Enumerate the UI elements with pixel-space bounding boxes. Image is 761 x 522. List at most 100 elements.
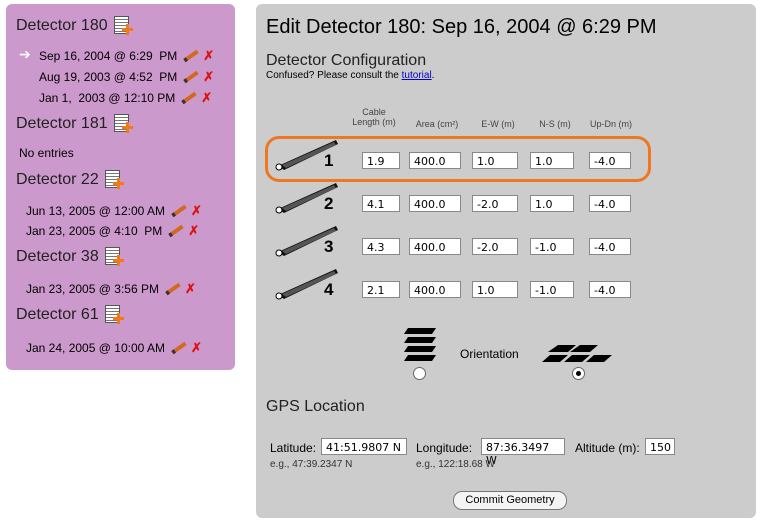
entry-time[interactable]: 12:10 PM [123,91,176,105]
help-prefix: Confused? Please consult the [266,70,402,81]
detector-61-heading: Detector 61 [16,305,124,325]
detector-paddle-icon [275,226,338,257]
altitude-label: Altitude (m): [575,441,640,455]
detector-paddle-icon [275,183,338,214]
gps-heading: GPS Location [266,398,365,415]
new-entry-icon[interactable] [113,16,133,36]
new-entry-icon[interactable] [104,247,124,267]
entry-time[interactable]: 6:29 PM [129,49,178,63]
detector-sidebar: Detector 180 ➔ Sep 16, 2004 @ 6:29 PM ✗ … [6,4,235,370]
detector-22-heading: Detector 22 [16,170,124,190]
latitude-label: Latitude: [270,441,317,455]
current-arrow-icon: ➔ [19,46,31,62]
entry-row: Aug 19, 2003 @ 4:52 PM ✗ [39,69,215,84]
detector-name: Detector 180 [16,17,108,34]
delete-x-icon[interactable]: ✗ [203,69,215,84]
delete-x-icon[interactable]: ✗ [190,203,202,218]
detector-paddle-icon [275,140,338,171]
entry-time[interactable]: 4:10 PM [114,224,163,238]
tutorial-link[interactable]: tutorial [401,70,432,81]
row-1-ew-input[interactable]: 1.0 [472,152,518,169]
orientation-flat-radio[interactable] [572,367,585,380]
edit-pencil-icon[interactable] [179,91,195,105]
entry-row: Jan 23, 2005 @ 4:10 PM ✗ [26,223,200,238]
edit-pencil-icon[interactable] [181,70,197,84]
entry-time[interactable]: 4:52 PM [129,70,178,84]
row-2-ns-input[interactable]: 1.0 [530,195,574,212]
col-cable-line2: Length (m) [352,117,396,127]
edit-pencil-icon[interactable] [163,282,179,296]
help-text: Confused? Please consult the tutorial. [266,70,434,81]
latitude-input[interactable]: 41:51.9807 N [321,438,407,455]
row-2-updn-input[interactable]: -4.0 [589,195,631,212]
page-title: Edit Detector 180: Sep 16, 2004 @ 6:29 P… [266,16,657,38]
row-3-cable-input[interactable]: 4.3 [362,238,400,255]
delete-x-icon[interactable]: ✗ [190,340,202,355]
delete-x-icon[interactable]: ✗ [188,223,200,238]
latitude-example: e.g., 47:39.2347 N [270,459,353,470]
edit-panel: Edit Detector 180: Sep 16, 2004 @ 6:29 P… [256,4,756,518]
row-4-updn-input[interactable]: -4.0 [589,281,631,298]
detector-name: Detector 61 [16,306,99,323]
entry-date[interactable]: Jan 1, 2003 [39,91,106,105]
new-entry-icon[interactable] [104,305,124,325]
edit-pencil-icon[interactable] [169,204,185,218]
row-1-area-input[interactable]: 400.0 [409,152,461,169]
commit-geometry-button[interactable]: Commit Geometry [453,491,567,510]
row-1-updn-input[interactable]: -4.0 [589,152,631,169]
row-3-ns-input[interactable]: -1.0 [530,238,574,255]
entry-row: Jan 1, 2003 @ 12:10 PM ✗ [39,90,213,105]
entry-date[interactable]: Aug 19, 2003 [39,70,111,84]
new-entry-icon[interactable] [104,170,124,190]
row-3-updn-input[interactable]: -4.0 [589,238,631,255]
entry-date[interactable]: Jan 23, 2005 [26,282,96,296]
entry-date[interactable]: Jan 23, 2005 [26,224,96,238]
entry-time[interactable]: 12:00 AM [114,204,165,218]
orientation-vertical-radio[interactable] [413,367,426,380]
edit-pencil-icon[interactable] [166,224,182,238]
new-entry-icon[interactable] [113,114,133,134]
row-1-highlight [265,136,651,182]
altitude-input[interactable]: 150 [645,438,675,455]
delete-x-icon[interactable]: ✗ [203,48,215,63]
entry-date[interactable]: Jun 13, 2005 [26,204,96,218]
config-heading: Detector Configuration [266,52,427,69]
row-3-ew-input[interactable]: -2.0 [472,238,518,255]
row-2-cable-input[interactable]: 4.1 [362,195,400,212]
flat-orientation-icon [542,345,612,362]
detector-name: Detector 38 [16,248,99,265]
col-cable: Cable Length (m) [344,107,404,127]
longitude-input[interactable]: 87:36.3497 W [481,438,565,467]
row-4-ew-input[interactable]: 1.0 [472,281,518,298]
col-updn: Up-Dn (m) [590,119,632,129]
row-3-area-input[interactable]: 400.0 [409,238,461,255]
vertical-orientation-icon [404,328,436,361]
delete-x-icon[interactable]: ✗ [184,281,196,296]
row-2-ew-input[interactable]: -2.0 [472,195,518,212]
delete-x-icon[interactable]: ✗ [201,90,213,105]
col-ew: E-W (m) [481,119,515,129]
entry-date[interactable]: Jan 24, 2005 [26,341,96,355]
entry-row: Jan 23, 2005 @ 3:56 PM ✗ [26,281,196,296]
entry-row: Jan 24, 2005 @ 10:00 AM ✗ [26,340,202,355]
row-1-ns-input[interactable]: 1.0 [530,152,574,169]
row-2-area-input[interactable]: 400.0 [409,195,461,212]
row-4-area-input[interactable]: 400.0 [409,281,461,298]
row-4-ns-input[interactable]: -1.0 [530,281,574,298]
detector-181-heading: Detector 181 [16,114,133,134]
row-4-cable-input[interactable]: 2.1 [362,281,400,298]
entry-time[interactable]: 3:56 PM [114,282,159,296]
edit-pencil-icon[interactable] [181,49,197,63]
row-1-cable-input[interactable]: 1.9 [362,152,400,169]
entry-date[interactable]: Sep 16, 2004 [39,49,111,63]
help-period: . [431,70,435,81]
longitude-example: e.g., 122:18.68 W [416,459,495,470]
edit-pencil-icon[interactable] [169,341,185,355]
entry-time[interactable]: 10:00 AM [114,341,165,355]
longitude-label: Longitude: [416,441,473,455]
detector-name: Detector 181 [16,115,108,132]
detector-paddle-icon [275,269,338,300]
detector-180-heading: Detector 180 [16,16,133,36]
detector-number: 2 [324,194,334,213]
col-area: Area (cm²) [415,119,459,129]
